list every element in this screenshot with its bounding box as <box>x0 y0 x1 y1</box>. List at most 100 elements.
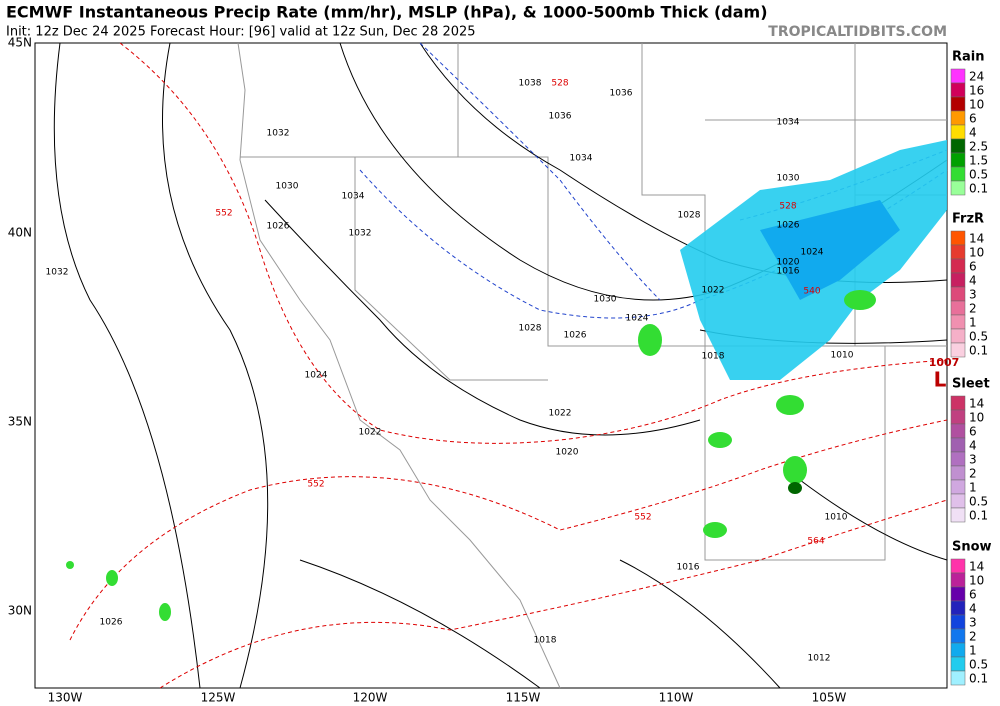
legend-swatch <box>950 465 966 481</box>
isobar-label: 1024 <box>801 248 824 258</box>
legend-swatch <box>950 244 966 260</box>
isobar-label: 1034 <box>777 118 800 128</box>
lat-label: 40N <box>8 226 32 240</box>
legend-title: Snow <box>952 540 992 555</box>
legend-swatch <box>950 110 966 126</box>
legend-swatch <box>950 96 966 112</box>
legend-label: 16 <box>969 84 984 98</box>
legend-label: 14 <box>969 560 984 574</box>
legend-swatch <box>950 180 966 196</box>
legend-swatch <box>950 314 966 330</box>
legend-swatch <box>950 670 966 686</box>
isobar-label: 1028 <box>519 324 542 334</box>
isobar-label: 1030 <box>276 182 299 192</box>
legend-label: 4 <box>969 602 977 616</box>
lon-label: 120W <box>353 691 388 705</box>
source: TROPICALTIDBITS.COM <box>768 24 947 40</box>
isobar-label: 1026 <box>564 331 587 341</box>
lat-label: 45N <box>8 36 32 50</box>
lon-label: 130W <box>48 691 83 705</box>
isobar-label: 1030 <box>594 295 617 305</box>
legend-label: 0.1 <box>969 344 988 358</box>
legend-swatch <box>950 68 966 84</box>
title: ECMWF Instantaneous Precip Rate (mm/hr),… <box>6 3 768 22</box>
legend-label: 4 <box>969 126 977 140</box>
legend-label: 2 <box>969 302 977 316</box>
isobar-label: 1022 <box>549 409 572 419</box>
low-pressure: 1007 <box>929 356 960 369</box>
legend-swatch <box>950 258 966 274</box>
legend-label: 0.1 <box>969 509 988 523</box>
lon-label: 105W <box>812 691 847 705</box>
thickness-label: 552 <box>307 480 324 490</box>
isobar-label: 1036 <box>549 112 572 122</box>
thickness-label: 540 <box>803 287 820 297</box>
low-symbol: L <box>934 368 947 392</box>
legend-swatch <box>950 82 966 98</box>
lon-label: 125W <box>201 691 236 705</box>
thickness-label: 552 <box>215 209 232 219</box>
legend-label: 0.5 <box>969 658 988 672</box>
legend-swatch <box>950 328 966 344</box>
legend-swatch <box>950 437 966 453</box>
legend-label: 4 <box>969 274 977 288</box>
legend-label: 1.5 <box>969 154 988 168</box>
legend-label: 4 <box>969 439 977 453</box>
legend-swatch <box>950 628 966 644</box>
isobar-label: 1036 <box>610 89 633 99</box>
legend-label: 3 <box>969 453 977 467</box>
legend-label: 2 <box>969 467 977 481</box>
lon-label: 110W <box>659 691 694 705</box>
rain-core <box>788 482 802 494</box>
legend-swatch <box>950 614 966 630</box>
thickness-red <box>69 42 948 689</box>
legend-label: 3 <box>969 288 977 302</box>
legend-swatch <box>950 138 966 154</box>
thickness-label: 564 <box>807 537 824 547</box>
legend-swatch <box>950 600 966 616</box>
isobar-label: 1016 <box>677 563 700 573</box>
legend-label: 10 <box>969 574 984 588</box>
legend-swatch <box>950 395 966 411</box>
map-area: 45N 40N 35N 30N 130W 125W 120W 115W 110W 105W 1038… <box>8 36 960 705</box>
snow-area-heavy <box>760 200 900 300</box>
legend-label: 6 <box>969 112 977 126</box>
legend-label: 0.5 <box>969 495 988 509</box>
isobar-label: 1022 <box>359 428 382 438</box>
isobar-label: 1012 <box>808 654 831 664</box>
isobar-label: 1034 <box>570 154 593 164</box>
legend-label: 10 <box>969 98 984 112</box>
legend-label: 10 <box>969 246 984 260</box>
map-frame <box>34 42 948 689</box>
legend-label: 0.1 <box>969 182 988 196</box>
legend-label: 6 <box>969 425 977 439</box>
isobar-label: 1010 <box>831 351 854 361</box>
legend-label: 10 <box>969 411 984 425</box>
isobar-label: 1028 <box>678 211 701 221</box>
isobar-label: 1018 <box>534 636 557 646</box>
legend-label: 2 <box>969 630 977 644</box>
legend-label: 14 <box>969 397 984 411</box>
isobar-label: 1024 <box>305 371 328 381</box>
isobar-label: 1018 <box>702 352 725 362</box>
legend-label: 1 <box>969 316 977 330</box>
legend-swatch <box>950 152 966 168</box>
isobar-label: 1026 <box>100 618 123 628</box>
legend-label: 2.5 <box>969 140 988 154</box>
thickness-label: 552 <box>634 513 651 523</box>
legend-label: 1 <box>969 644 977 658</box>
legend-swatch <box>950 507 966 523</box>
isobar-label: 1026 <box>777 221 800 231</box>
legend-swatch <box>950 409 966 425</box>
isobar-label: 1038 <box>519 79 542 89</box>
legend-swatch <box>950 166 966 182</box>
isobar-label: 1010 <box>825 513 848 523</box>
legend-label: 3 <box>969 616 977 630</box>
legend-swatch <box>950 558 966 574</box>
legend-swatch <box>950 642 966 658</box>
isobar-label: 1026 <box>267 222 290 232</box>
legend-label: 0.5 <box>969 330 988 344</box>
legend-swatch <box>950 586 966 602</box>
legend-swatch <box>950 230 966 246</box>
